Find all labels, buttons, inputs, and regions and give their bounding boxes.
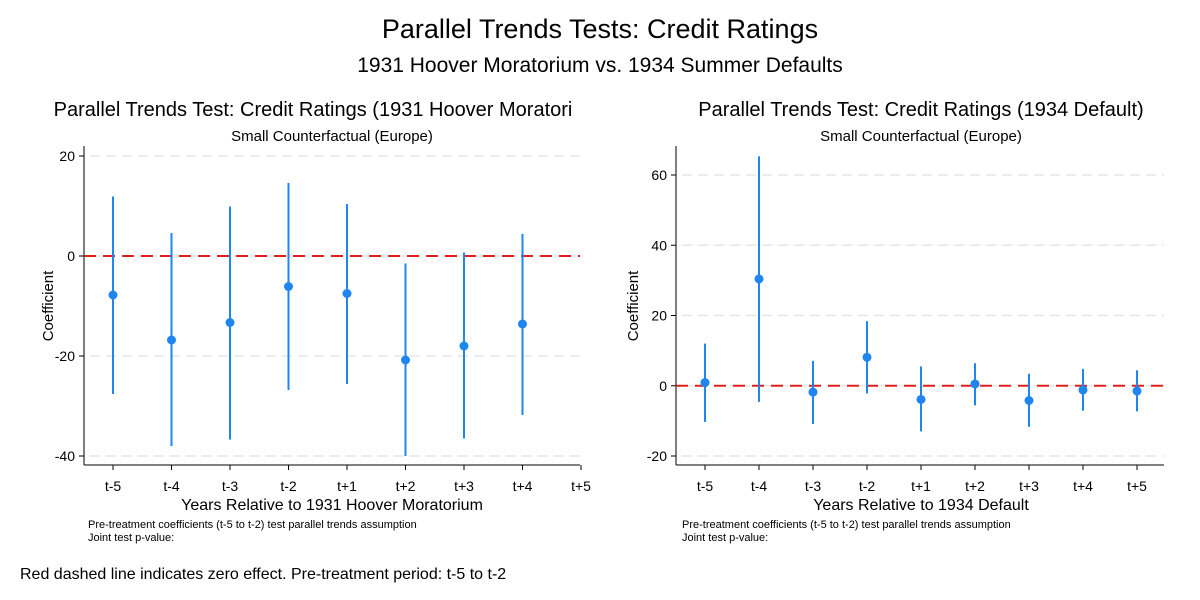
point-estimate [108, 290, 118, 300]
chart-subtitle: Small Counterfactual (Europe) [820, 128, 1022, 145]
x-tick-label: t+5 [1127, 478, 1147, 494]
x-tick-label: t+3 [454, 478, 474, 494]
point-estimate [700, 378, 710, 388]
x-tick-label: t-2 [859, 478, 876, 494]
y-tick-label: 20 [651, 308, 667, 324]
chart-title: Parallel Trends Test: Credit Ratings (19… [54, 99, 573, 121]
y-tick-label: 60 [651, 167, 667, 183]
y-tick-label: 0 [659, 378, 667, 394]
x-axis-label: Years Relative to 1934 Default [813, 497, 1029, 514]
chart-subtitle: Small Counterfactual (Europe) [231, 128, 433, 145]
y-axis-label: Coefficient [625, 270, 642, 341]
x-axis-label: Years Relative to 1931 Hoover Moratorium [181, 497, 483, 514]
x-tick-label: t+4 [1073, 478, 1093, 494]
chart-panel-hoover: Parallel Trends Test: Credit Ratings (19… [40, 99, 591, 544]
point-estimate [862, 352, 872, 362]
note-line-2: Joint test p-value: [88, 532, 174, 544]
x-tick-label: t+1 [911, 478, 931, 494]
point-estimate [342, 289, 352, 298]
x-tick-label: t+1 [337, 478, 357, 494]
point-estimate [1024, 396, 1034, 406]
x-tick-label: t+4 [513, 478, 533, 494]
x-tick-label: t+2 [396, 478, 416, 494]
point-estimate [916, 394, 926, 404]
point-estimate [1132, 386, 1142, 396]
x-tick-label: t-5 [697, 478, 714, 494]
point-estimate [754, 274, 764, 284]
note-line-1: Pre-treatment coefficients (t-5 to t-2) … [88, 519, 417, 531]
x-tick-label: t-4 [163, 478, 180, 494]
point-estimate [1078, 385, 1088, 395]
point-estimate [459, 341, 469, 351]
point-estimate [970, 379, 980, 389]
y-tick-label: -20 [55, 348, 75, 364]
point-estimate [167, 335, 176, 345]
x-tick-label: t-3 [222, 478, 239, 494]
x-tick-label: t+2 [965, 478, 985, 494]
x-tick-label: t+3 [1019, 478, 1039, 494]
point-estimate [225, 318, 235, 327]
y-tick-label: -40 [55, 448, 75, 464]
page-subtitle: 1931 Hoover Moratorium vs. 1934 Summer D… [357, 54, 843, 77]
y-tick-label: -20 [647, 448, 667, 464]
x-tick-label: t-2 [280, 478, 297, 494]
y-axis-label: Coefficient [40, 270, 57, 341]
y-tick-label: 20 [59, 148, 75, 164]
page-title: Parallel Trends Tests: Credit Ratings [381, 14, 819, 44]
x-tick-label: t-3 [805, 478, 822, 494]
note-line-1: Pre-treatment coefficients (t-5 to t-2) … [682, 519, 1011, 531]
point-estimate [518, 319, 527, 329]
x-tick-label: t+5 [571, 478, 591, 494]
chart-panel-1934: Parallel Trends Test: Credit Ratings (19… [625, 99, 1164, 544]
y-tick-label: 40 [651, 237, 667, 253]
point-estimate [284, 282, 293, 291]
note-line-2: Joint test p-value: [682, 532, 768, 544]
point-estimate [808, 387, 818, 397]
x-tick-label: t-4 [751, 478, 768, 494]
y-tick-label: 0 [67, 248, 75, 264]
footer-note: Red dashed line indicates zero effect. P… [20, 566, 507, 583]
chart-title: Parallel Trends Test: Credit Ratings (19… [698, 99, 1143, 121]
point-estimate [401, 355, 410, 365]
x-tick-label: t-5 [105, 478, 122, 494]
